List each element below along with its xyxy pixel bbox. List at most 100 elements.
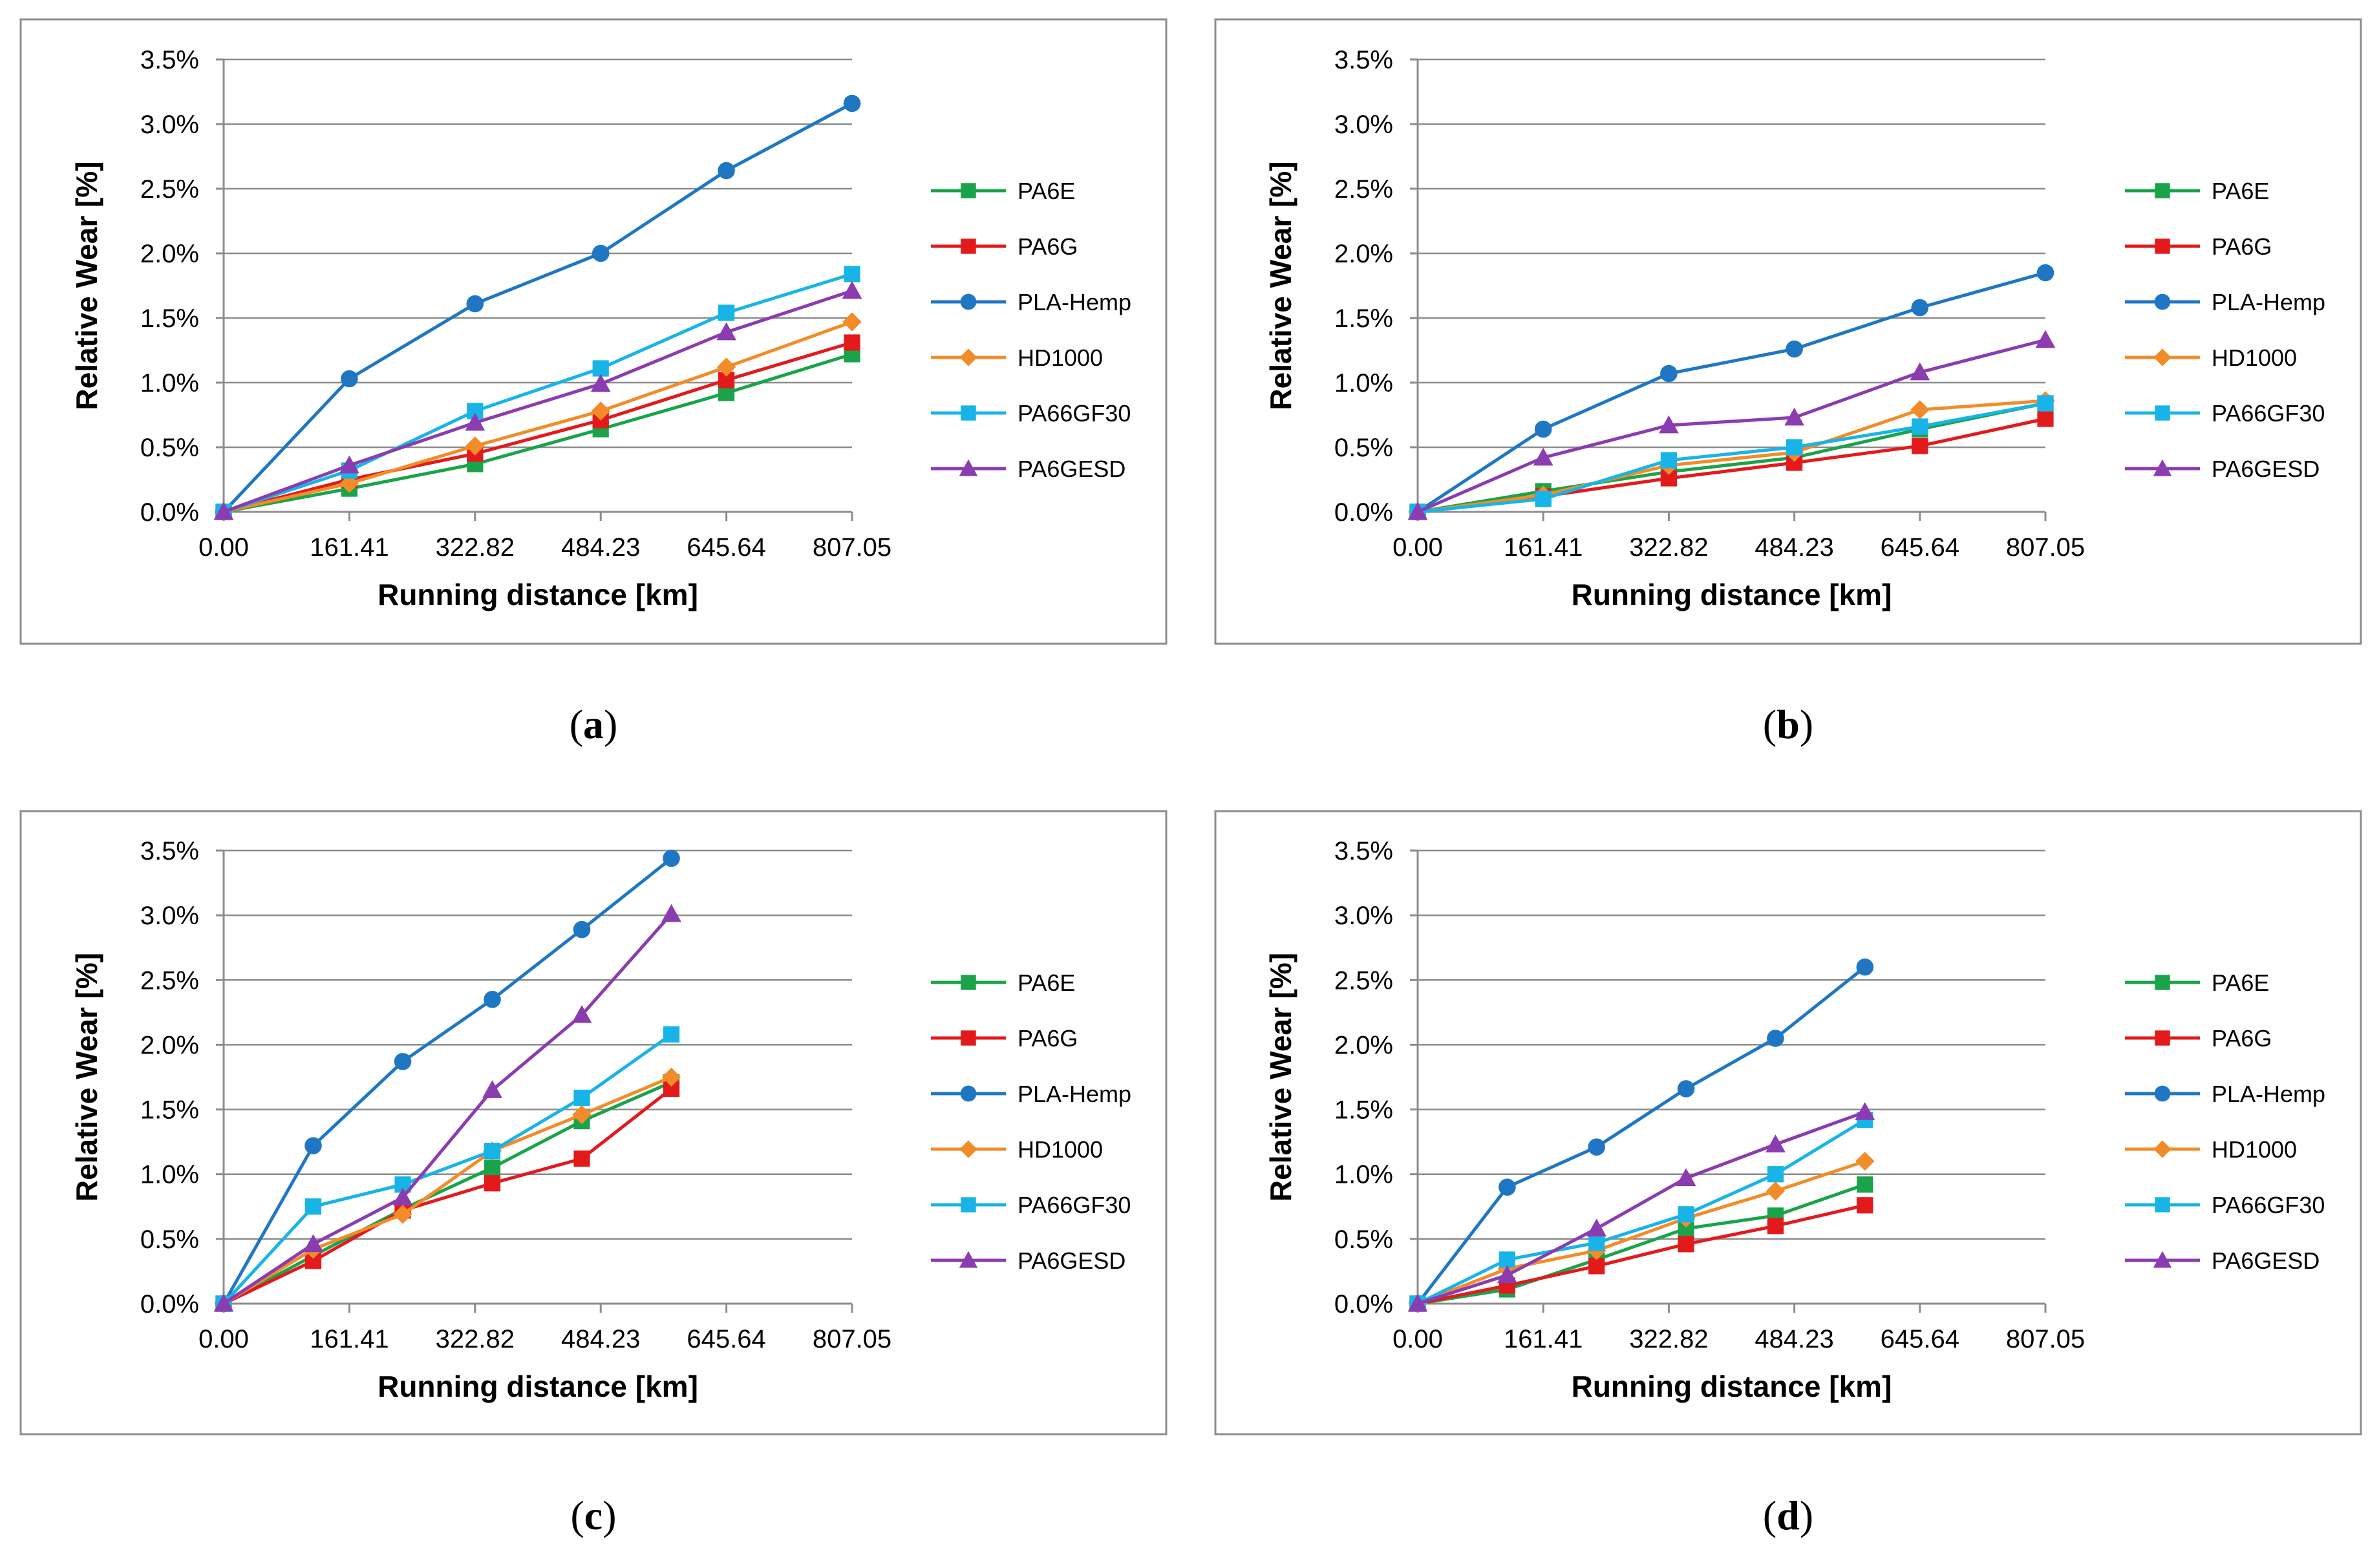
data-point — [1499, 1251, 1515, 1268]
data-point — [1534, 420, 1552, 438]
y-tick-label: 1.5% — [1334, 304, 1393, 333]
legend-marker — [961, 183, 976, 198]
series-PLA-Hemp — [215, 849, 680, 1313]
data-point — [2036, 264, 2054, 282]
legend-label: PLA-Hemp — [2212, 1081, 2325, 1107]
legend-label: PLA-Hemp — [1018, 1081, 1131, 1107]
data-point — [663, 1026, 680, 1043]
data-point — [1910, 362, 1930, 381]
data-point — [1784, 407, 1804, 426]
data-point — [393, 1205, 412, 1224]
series-line — [1417, 1110, 1866, 1306]
data-point — [465, 436, 485, 456]
x-tick-label: 0.00 — [1392, 533, 1443, 562]
series-line — [223, 289, 853, 514]
y-tick-label: 2.5% — [140, 175, 199, 204]
y-tick-label: 1.0% — [140, 1161, 199, 1189]
y-tick-label: 3.5% — [140, 46, 199, 74]
y-tick-label: 2.0% — [140, 1031, 199, 1059]
series-line — [222, 857, 673, 1305]
x-tick-label: 807.05 — [813, 1325, 891, 1353]
y-tick-label: 2.5% — [140, 966, 199, 995]
legend-marker — [959, 1140, 977, 1158]
y-tick-label: 0.0% — [1334, 498, 1393, 527]
data-point — [844, 266, 860, 282]
data-point — [1911, 299, 1929, 317]
y-tick-label: 3.5% — [140, 837, 199, 865]
legend-label: PA6GESD — [2212, 1247, 2320, 1274]
data-point — [716, 322, 736, 341]
legend-marker — [961, 1030, 976, 1046]
legend-item: PA6GESD — [931, 1247, 1125, 1274]
legend-label: PA6E — [1018, 178, 1075, 204]
data-point — [1678, 1236, 1694, 1253]
panel-caption: (b) — [1763, 701, 1813, 747]
y-tick-label: 0.0% — [140, 498, 199, 527]
series-line — [1417, 401, 2046, 514]
data-point — [1855, 1151, 1875, 1171]
data-point — [843, 94, 861, 112]
x-tick-label: 322.82 — [436, 1325, 515, 1353]
legend-label: PA66GF30 — [2212, 400, 2325, 427]
x-tick-label: 645.64 — [1881, 533, 1959, 562]
data-point — [466, 295, 484, 313]
data-point — [1499, 1178, 1516, 1196]
series-line — [1416, 966, 1866, 1305]
data-point — [213, 1293, 234, 1312]
legend-label: PA6E — [1018, 969, 1075, 996]
data-point — [1766, 1181, 1786, 1201]
caption-close: ) — [603, 1492, 616, 1538]
legend-marker — [959, 348, 977, 366]
legend-marker — [2153, 1140, 2171, 1158]
x-tick-label: 0.00 — [198, 1325, 249, 1353]
data-point — [1533, 447, 1553, 466]
series-line — [1416, 1118, 1866, 1306]
legend-label: PLA-Hemp — [2212, 289, 2325, 315]
legend-item: PA6GESD — [931, 456, 1125, 482]
legend-item: PA6E — [931, 178, 1075, 204]
data-point — [571, 1004, 592, 1023]
legend-label: HD1000 — [2212, 1136, 2297, 1163]
legend-marker — [2154, 293, 2171, 310]
data-point — [1660, 452, 1677, 469]
series-PA6GESD — [213, 904, 681, 1312]
legend-label: PA6E — [2212, 178, 2269, 204]
data-point — [718, 162, 735, 180]
legend-item: HD1000 — [2125, 344, 2297, 371]
data-point — [465, 412, 485, 431]
legend-marker — [961, 1197, 976, 1213]
x-tick-label: 645.64 — [687, 533, 765, 562]
legend-marker — [960, 1085, 977, 1102]
series-line — [222, 1075, 672, 1306]
data-point — [484, 1160, 501, 1176]
y-tick-label: 3.0% — [1334, 111, 1393, 139]
y-tick-label: 3.0% — [1334, 902, 1393, 930]
x-tick-label: 0.00 — [198, 533, 249, 562]
legend-item: PLA-Hemp — [2125, 289, 2325, 315]
x-tick-label: 484.23 — [1755, 1325, 1833, 1353]
legend-item: PA6G — [2125, 233, 2272, 260]
y-tick-label: 0.5% — [140, 1225, 199, 1254]
data-point — [1586, 1218, 1607, 1237]
panel-caption: (d) — [1763, 1492, 1813, 1538]
legend-item: PA66GF30 — [931, 1192, 1131, 1218]
data-point — [1856, 958, 1874, 976]
x-tick-label: 322.82 — [1629, 533, 1708, 562]
caption-close: ) — [1800, 701, 1813, 747]
legend-item: PA66GF30 — [2125, 1192, 2325, 1218]
y-tick-label: 3.0% — [140, 111, 199, 139]
data-point — [1857, 1197, 1873, 1214]
y-tick-label: 1.5% — [140, 1096, 199, 1125]
x-tick-label: 161.41 — [310, 1325, 389, 1353]
data-point — [213, 502, 234, 520]
y-tick-label: 2.5% — [1334, 966, 1393, 995]
legend-marker — [959, 1251, 978, 1268]
legend-item: HD1000 — [2125, 1136, 2297, 1163]
data-point — [573, 1150, 590, 1167]
y-tick-label: 1.5% — [140, 304, 199, 333]
data-point — [718, 304, 735, 321]
legend-label: PA6G — [2212, 233, 2272, 260]
legend-item: PLA-Hemp — [931, 289, 1131, 315]
data-point — [303, 1234, 323, 1253]
legend-label: PA6G — [1018, 1025, 1078, 1052]
